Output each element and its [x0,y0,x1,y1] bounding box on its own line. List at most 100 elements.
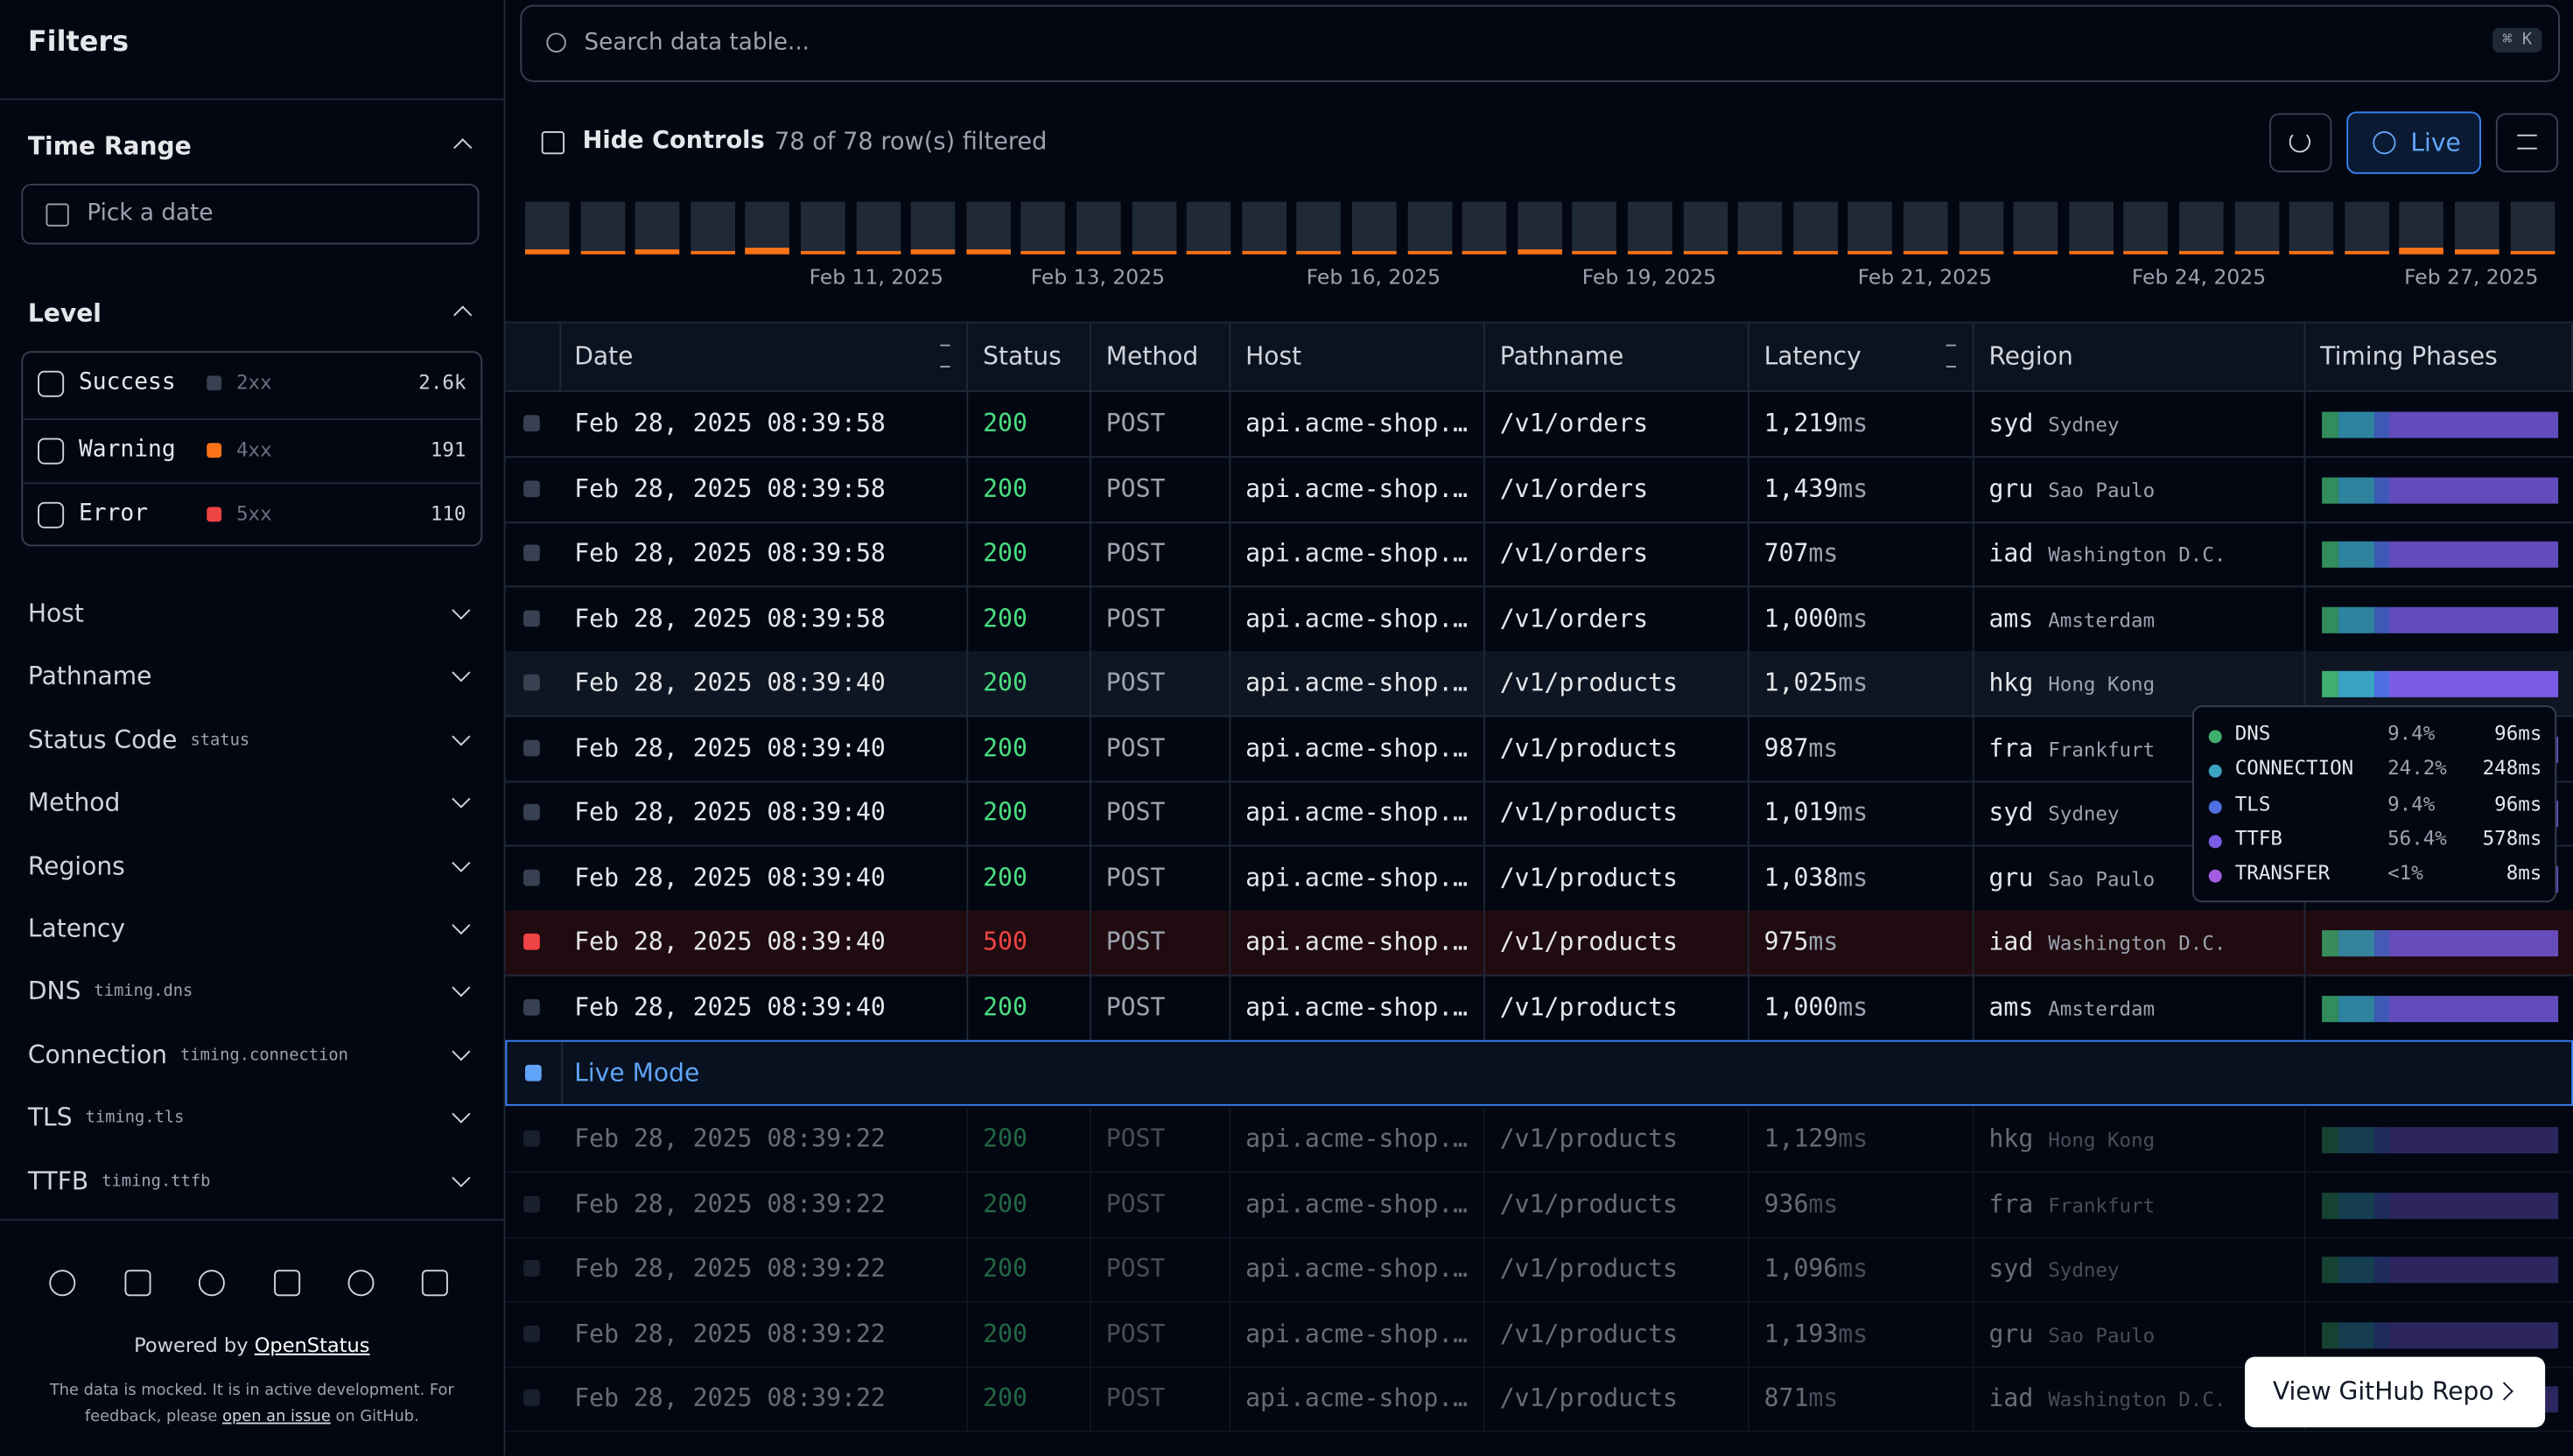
legend-dot [2208,765,2222,779]
facet-key: status [190,731,250,750]
table-row[interactable]: Feb 28, 2025 08:39:58 200 POST api.acme-sho… [505,392,2573,458]
level-code: 2xx [236,370,272,394]
checkbox[interactable] [38,370,65,397]
timing-bar [2322,1256,2559,1284]
column-header[interactable]: Method [1091,323,1231,391]
status: 200 [968,1366,1091,1431]
facet[interactable]: DNS timing.dns [0,976,504,1010]
facet[interactable]: Latency [0,914,504,947]
footer-icon[interactable] [124,1270,151,1297]
facet[interactable]: Regions [0,850,504,884]
chevron-down [452,915,471,935]
refresh-icon [2289,131,2310,153]
region: syd Sydney [1974,392,2306,457]
date: Feb 28, 2025 08:39:40 [559,716,969,780]
timing-bar [2322,995,2559,1022]
table-top [505,321,2573,324]
region-name: Sydney [2048,1258,2120,1282]
facet[interactable]: TTFB timing.ttfb [0,1166,504,1199]
timeline-bar [2399,201,2444,255]
latency-unit: ms [1808,1382,1839,1413]
timing-segment [2374,670,2389,697]
footer-icon[interactable] [347,1270,375,1297]
region-name: Hong Kong [2048,672,2156,696]
level-option[interactable]: Error 5xx 110 [23,482,481,548]
method: POST [1091,845,1231,910]
refresh-button[interactable] [2269,113,2332,172]
settings-button[interactable] [2495,113,2559,172]
table-row[interactable]: Feb 28, 2025 08:39:40 500 POST api.acme-sho… [505,910,2573,976]
brand-link[interactable]: OpenStatus [254,1334,370,1357]
filtered-count: 78 of 78 row(s) filtered [775,130,1048,157]
latency: 871ms [1749,1366,1974,1431]
facet[interactable]: TLS timing.tls [0,1102,504,1136]
column-header[interactable]: Latency [1749,323,1974,391]
latency-unit: ms [1838,472,1868,503]
table-row[interactable]: Feb 28, 2025 08:39:22 200 POST api.acme-sho… [505,1301,2573,1368]
timing-segment [2322,1127,2338,1154]
method: POST [1091,1172,1231,1236]
row-indicator [523,868,540,886]
region-name: Amsterdam [2048,607,2156,631]
column-header[interactable]: Timing Phases [2305,323,2573,391]
timing-segment [2322,1192,2338,1219]
date-picker[interactable]: Pick a date [21,184,480,245]
table-row[interactable]: Feb 28, 2025 08:39:40 200 POST api.acme-sho… [505,651,2573,718]
latency-unit: ms [1838,862,1868,892]
host: api.acme-shop.… [1230,457,1485,522]
facet[interactable]: Pathname [0,662,504,695]
column-header[interactable]: Status [968,323,1091,391]
timing-phases [2305,392,2573,456]
facet[interactable]: Connection timing.connection [0,1040,504,1073]
timing-segment [2374,995,2389,1022]
note: on GitHub. [335,1407,419,1426]
timeline-bar [1020,201,1066,255]
checkbox[interactable] [38,501,65,528]
live-button[interactable]: Live [2346,111,2481,174]
table-row[interactable]: Feb 28, 2025 08:39:22 200 POST api.acme-sho… [505,1172,2573,1238]
timing-segment [2338,606,2375,633]
table-row[interactable]: Feb 28, 2025 08:39:58 200 POST api.acme-sho… [505,457,2573,523]
timeline-bar [910,201,956,255]
row-indicator [523,1390,540,1406]
column-header[interactable]: Region [1974,323,2306,391]
date: Feb 28, 2025 08:39:40 [559,975,969,1040]
footer-icon[interactable] [198,1270,225,1297]
checkbox[interactable] [38,437,65,464]
table-row[interactable]: Feb 28, 2025 08:39:22 200 POST api.acme-sho… [505,1236,2573,1303]
method: POST [1091,1301,1231,1366]
column-header[interactable]: Date [559,323,969,391]
footer-icon[interactable] [274,1270,301,1297]
latency: 1,000ms [1749,975,1974,1040]
timing-segment [2389,411,2559,438]
timing-segment [2389,1321,2559,1348]
facet[interactable]: Host [0,598,504,632]
table-row[interactable]: Feb 28, 2025 08:39:22 200 POST api.acme-sho… [505,1107,2573,1173]
github-button[interactable]: View GitHub Repo [2245,1356,2546,1428]
latency-unit: ms [1838,1124,1868,1154]
level-option[interactable]: Success 2xx 2.6k [23,353,480,416]
facet[interactable]: Status Code status [0,724,504,758]
column-header[interactable]: Pathname [1485,323,1749,391]
footer-icon[interactable] [421,1270,448,1297]
level-option[interactable]: Warning 4xx 191 [23,417,481,483]
status: 200 [968,780,1091,845]
facet[interactable]: Method [0,788,504,821]
search-box[interactable]: Search data table... ⌘ K [520,4,2560,82]
timeline-bar [745,201,790,255]
table-row[interactable]: Feb 28, 2025 08:39:58 200 POST api.acme-sho… [505,586,2573,653]
footer-icon[interactable] [49,1270,76,1297]
region: hkg Hong Kong [1974,1107,2306,1172]
phase-name: CONNECTION [2234,756,2354,780]
timeline-bar [1847,201,1893,255]
note-link[interactable]: open an issue [222,1407,331,1426]
table-row[interactable]: Feb 28, 2025 08:39:58 200 POST api.acme-sho… [505,522,2573,588]
timing-segment [2322,541,2338,568]
column-header[interactable]: Host [1230,323,1485,391]
pathname: /v1/products [1485,1172,1749,1236]
timeline-error [1903,250,1948,255]
live-mode-label: Live Mode [574,1058,700,1088]
table-row[interactable]: Feb 28, 2025 08:39:40 200 POST api.acme-sho… [505,975,2573,1041]
level-count: 2.6k [418,370,466,394]
level-dot [207,507,222,522]
